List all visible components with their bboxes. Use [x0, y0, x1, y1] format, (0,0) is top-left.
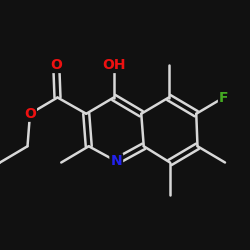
Text: O: O — [50, 58, 62, 72]
Text: F: F — [219, 90, 228, 104]
Text: O: O — [24, 107, 36, 121]
Text: N: N — [110, 154, 122, 168]
Text: OH: OH — [102, 58, 126, 72]
